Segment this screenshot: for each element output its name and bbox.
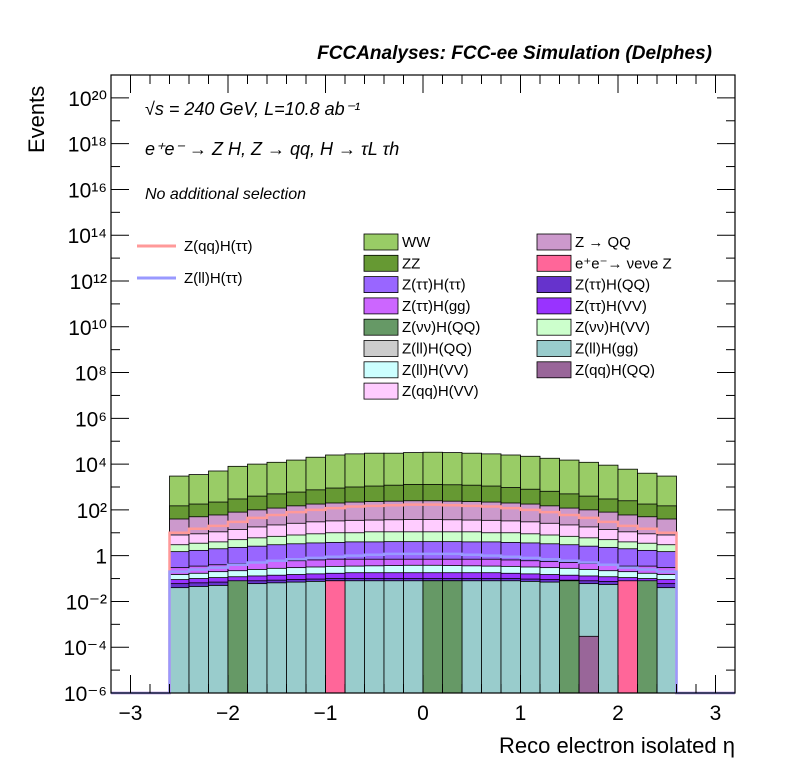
bar-z-ll-h-gg-bin-5 — [266, 582, 287, 694]
legend-label-ww: WW — [402, 234, 431, 251]
y-tick-label: 1 — [95, 546, 107, 569]
y-tick-label: 10²⁰ — [68, 88, 107, 111]
bar-e-e-e-e-z-bin-23 — [617, 580, 638, 694]
legend-label-z-qq-h-vv: Z(qq)H(VV) — [402, 383, 479, 400]
legend-label-z-qq: Z → QQ — [575, 234, 631, 251]
bar-z-ll-h-gg-bin-7 — [305, 581, 326, 694]
legend-label-z-qq-h: Z(qq)H(ττ) — [184, 238, 253, 255]
bar-z-ll-h-gg-bin-1 — [188, 586, 209, 694]
x-tick-label: 1 — [515, 702, 527, 725]
legend-swatch-z-h — [363, 276, 399, 294]
legend-label-z-ll-h: Z(ll)H(ττ) — [184, 270, 243, 287]
legend-label-z-ll-h-gg: Z(ll)H(gg) — [575, 341, 638, 358]
signal-lines — [111, 503, 735, 695]
y-tick-label: 10¹² — [70, 271, 107, 294]
legend-label-z-ll-h-vv: Z(ll)H(VV) — [402, 362, 469, 379]
legend-swatch-z-h-gg — [363, 297, 399, 315]
legend-swatch-z-ll-h-gg — [536, 340, 572, 357]
legend-swatch-z-ll-h-vv — [363, 361, 399, 379]
bar-z-ll-h-gg-bin-9 — [344, 580, 365, 694]
legend-swatch-z-h-qq — [536, 276, 572, 294]
x-tick-label: 3 — [710, 702, 722, 725]
y-tick-label: 10⁶ — [75, 408, 107, 431]
bar-z-ll-h-gg-bin-15 — [461, 580, 482, 694]
bar-z-h-qq-bin-14 — [442, 580, 463, 694]
y-tick-label: 10⁻⁶ — [64, 683, 107, 706]
chart-title: FCCAnalyses: FCC-ee Simulation (Delphes) — [317, 43, 712, 64]
legend-swatch-ww — [363, 233, 399, 251]
histogram-stack — [169, 451, 677, 694]
bar-z-h-qq-bin-13 — [422, 580, 443, 694]
legend-label-z-qq-h-qq: Z(qq)H(QQ) — [575, 362, 655, 379]
bar-z-h-qq-bin-3 — [227, 580, 248, 694]
signal-line-z-qq-h — [111, 503, 735, 695]
y-tick-label: 10¹⁰ — [68, 317, 107, 340]
legend-swatch-z-qq-h-qq — [536, 361, 572, 379]
bar-z-ll-h-gg-bin-19 — [539, 581, 560, 694]
bar-z-ll-h-gg-bin-22 — [598, 584, 619, 694]
bar-z-ll-h-gg-bin-11 — [383, 580, 404, 694]
legend-label-z-h-qq: Z(ττ)H(QQ) — [575, 277, 650, 294]
legend-swatch-z-h-qq — [363, 318, 399, 336]
bar-z-h-qq-bin-20 — [559, 580, 580, 694]
bar-z-ll-h-gg-bin-0 — [169, 587, 190, 694]
legend-swatch-z-qq — [536, 233, 572, 251]
legend: Z(qq)H(ττ) Z(ll)H(ττ) WW ZZ Z(ττ)H(ττ) Z(ττ)H… — [137, 233, 672, 400]
legend-swatch-zz — [363, 254, 399, 272]
y-axis-label: Events — [24, 86, 49, 153]
bar-z-ll-h-gg-bin-10 — [364, 580, 385, 694]
x-axis-label: Reco electron isolated η — [499, 733, 735, 758]
legend-swatch-z-qq-h-vv — [363, 382, 399, 400]
legend-label-e-e-e-e-z: e⁺e⁻→ νeνe Z — [575, 255, 672, 272]
x-tick-label: −1 — [314, 702, 338, 725]
annotation-energy-lumi: √s = 240 GeV, L=10.8 ab⁻¹ — [145, 99, 360, 119]
bar-z-h-qq-bin-24 — [637, 580, 658, 694]
bar-z-ll-h-gg-bin-17 — [500, 580, 521, 694]
y-tick-label: 10¹⁶ — [68, 179, 107, 202]
legend-swatch-z-h-vv — [536, 297, 572, 315]
bar-z-ll-h-gg-bin-6 — [286, 581, 307, 694]
axis-ticks: −3 −2 −1 0 1 2 3 10⁻⁶ 10⁻⁴ 10⁻² 1 10² 10⁴ 10⁶ 10⁸ 10¹⁰ 1… — [64, 75, 736, 725]
annotation-process: e⁺e⁻ → Z H, Z → qq, H → τL τh — [145, 139, 399, 159]
y-tick-label: 10² — [77, 500, 107, 523]
legend-swatch-e-e-e-e-z — [536, 254, 572, 272]
annotation-selection: No additional selection — [145, 186, 306, 203]
x-tick-label: 2 — [612, 702, 624, 725]
legend-label-z-h-qq: Z(νν)H(QQ) — [402, 319, 480, 336]
bar-z-ll-h-gg-bin-18 — [520, 581, 541, 694]
y-tick-label: 10¹⁴ — [68, 225, 107, 248]
y-tick-label: 10¹⁸ — [68, 134, 107, 157]
x-tick-label: 0 — [417, 702, 429, 725]
bar-e-e-e-e-z-bin-8 — [325, 580, 346, 694]
legend-label-z-h-vv: Z(ττ)H(VV) — [575, 298, 647, 315]
legend-label-z-h: Z(ττ)H(ττ) — [402, 277, 466, 294]
bar-z-qq-h-qq-bin-21 — [578, 635, 599, 694]
bar-z-ll-h-gg-bin-12 — [403, 580, 424, 694]
y-tick-label: 10⁻² — [66, 591, 107, 614]
bar-z-ll-h-gg-bin-25 — [656, 587, 677, 694]
bar-z-ll-h-gg-bin-4 — [247, 583, 268, 694]
legend-swatch-z-h-vv — [536, 318, 572, 336]
legend-label-z-h-vv: Z(νν)H(VV) — [575, 319, 650, 336]
bar-z-ll-h-gg-bin-2 — [208, 585, 229, 694]
legend-label-z-ll-h-qq: Z(ll)H(QQ) — [402, 341, 472, 358]
legend-swatch-z-ll-h-qq — [363, 340, 399, 357]
x-tick-label: −3 — [119, 702, 143, 725]
legend-label-zz: ZZ — [402, 255, 420, 272]
legend-label-z-h-gg: Z(ττ)H(gg) — [402, 298, 471, 315]
y-tick-label: 10⁸ — [75, 363, 107, 386]
x-tick-label: −2 — [216, 702, 240, 725]
bar-z-ll-h-gg-bin-16 — [481, 580, 502, 694]
signal-line-z-ll-h — [111, 552, 735, 695]
y-tick-label: 10⁻⁴ — [64, 637, 107, 660]
y-tick-label: 10⁴ — [75, 454, 107, 477]
